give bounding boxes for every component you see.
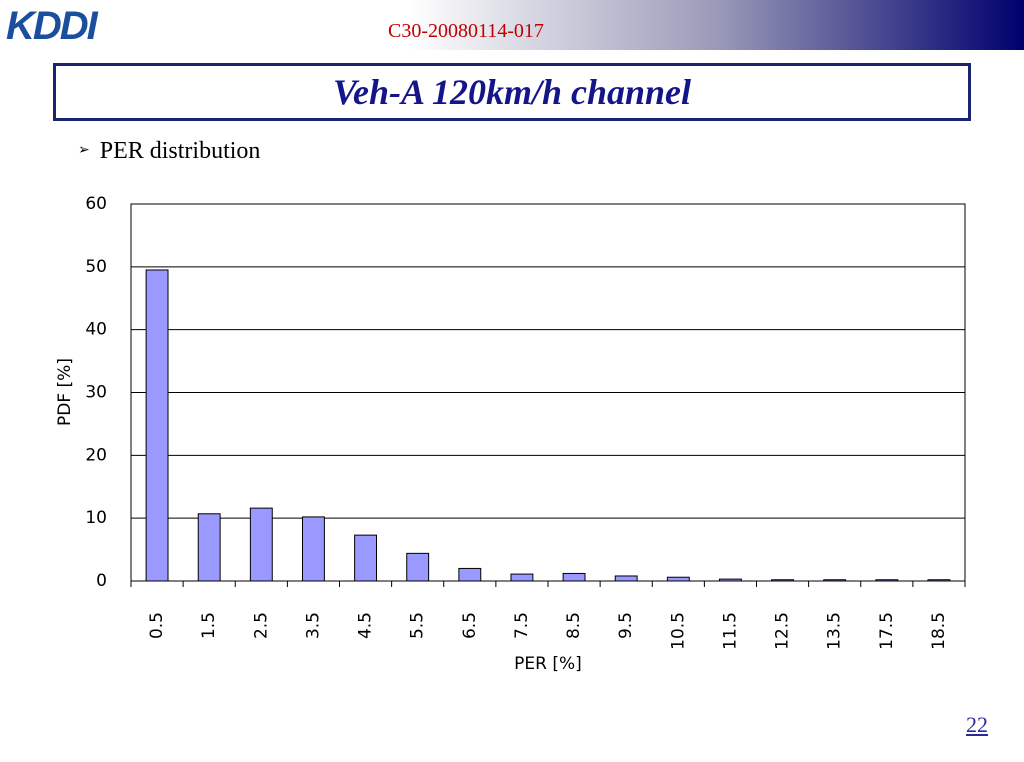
bar <box>927 579 951 582</box>
x-tick-label: 9.5 <box>616 612 636 639</box>
y-tick-label: 50 <box>85 257 107 277</box>
x-tick-label: 10.5 <box>668 612 688 650</box>
bar <box>771 579 795 582</box>
bar <box>354 534 378 582</box>
bar <box>301 516 325 582</box>
y-tick-label: 40 <box>85 320 107 340</box>
y-tick-label: 10 <box>85 508 107 528</box>
bar <box>562 572 586 582</box>
logo: KDDI <box>6 4 98 48</box>
x-tick-label: 6.5 <box>460 612 480 639</box>
x-tick-label: 17.5 <box>877 612 897 650</box>
x-tick-label: 3.5 <box>303 612 323 639</box>
bullet-text: PER distribution <box>99 138 261 164</box>
y-axis-label: PDF [%] <box>55 358 75 426</box>
x-tick-label: 5.5 <box>408 612 428 639</box>
doc-id: C30-20080114-017 <box>388 20 544 42</box>
bar <box>145 269 169 582</box>
x-tick-label: 12.5 <box>773 612 793 650</box>
bar <box>249 507 273 582</box>
bar <box>406 552 430 582</box>
header-banner <box>0 0 1024 50</box>
y-tick-label: 20 <box>85 445 107 465</box>
x-axis-label: PER [%] <box>514 654 582 674</box>
x-tick-label: 2.5 <box>251 612 271 639</box>
bar <box>718 578 742 582</box>
x-tick-label: 7.5 <box>512 612 532 639</box>
x-tick-label: 13.5 <box>825 612 845 650</box>
bullet: ➢ PER distribution <box>78 138 260 165</box>
x-tick-label: 1.5 <box>199 612 219 639</box>
title-box: Veh-A 120km/h channel <box>53 63 971 121</box>
slide-title: Veh-A 120km/h channel <box>332 72 692 112</box>
bullet-marker: ➢ <box>78 142 90 158</box>
bar <box>197 513 221 582</box>
x-tick-label: 8.5 <box>564 612 584 639</box>
bar <box>823 579 847 582</box>
x-tick-label: 4.5 <box>356 612 376 639</box>
x-tick-label: 0.5 <box>147 612 167 639</box>
y-tick-label: 0 <box>96 571 107 591</box>
bar <box>614 575 638 582</box>
page-number[interactable]: 22 <box>966 712 988 737</box>
y-tick-label: 30 <box>85 383 107 403</box>
bar <box>458 567 482 582</box>
bar <box>510 573 534 582</box>
x-tick-label: 11.5 <box>720 612 740 650</box>
x-tick-label: 18.5 <box>929 612 949 650</box>
bar <box>666 576 690 582</box>
bar <box>875 579 899 582</box>
y-tick-label: 60 <box>85 194 107 214</box>
